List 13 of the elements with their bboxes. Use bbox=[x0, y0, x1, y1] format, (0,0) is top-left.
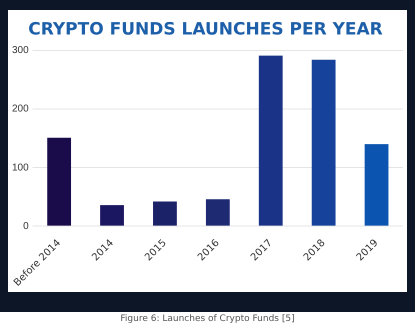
y-tick-label: 200 bbox=[12, 104, 30, 115]
y-tick-label: 100 bbox=[12, 162, 30, 174]
bar bbox=[100, 205, 124, 226]
bar bbox=[364, 144, 388, 226]
bar bbox=[258, 56, 283, 226]
y-tick-label: 300 bbox=[12, 45, 30, 56]
bar bbox=[153, 202, 177, 226]
caption: Figure 6: Launches of Crypto Funds [5] bbox=[119, 314, 296, 324]
bar bbox=[312, 60, 336, 226]
bar bbox=[47, 138, 72, 226]
bar bbox=[206, 199, 230, 226]
chart-title: CRYPTO FUNDS LAUNCHES PER YEAR bbox=[28, 20, 383, 40]
y-tick-label: 0 bbox=[23, 220, 30, 232]
